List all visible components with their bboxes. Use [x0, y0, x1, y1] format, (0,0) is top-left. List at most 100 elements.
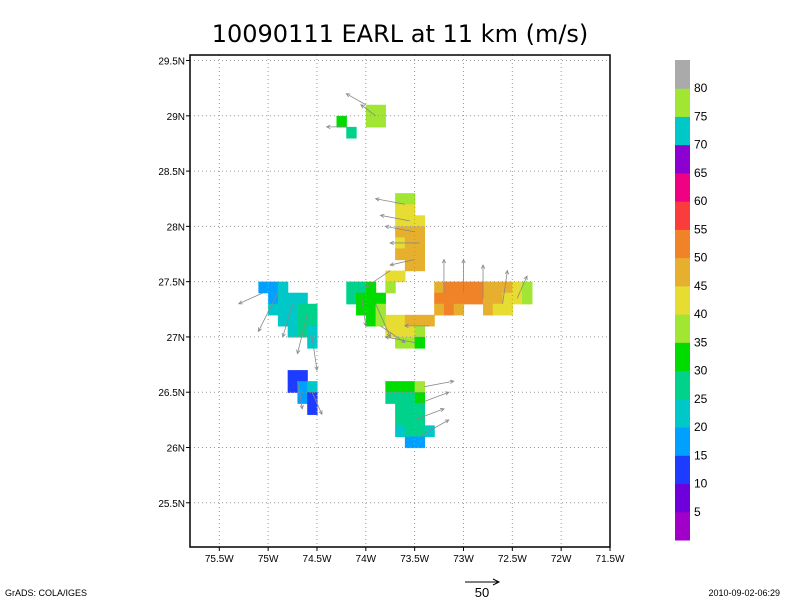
wind-cell-18 — [307, 325, 318, 338]
wind-cell-9 — [287, 303, 299, 316]
wind-cell-94 — [395, 314, 406, 327]
wind-cell-64 — [414, 248, 426, 261]
wind-cell-39 — [365, 292, 377, 305]
wind-cell-105 — [385, 381, 396, 393]
colorbar-swatch-16 — [675, 60, 690, 89]
colorbar-label-8: 45 — [694, 279, 708, 293]
colorbar-swatch-13 — [675, 144, 690, 174]
wind-vector-head-20 — [461, 258, 466, 264]
chart-title: 10090111 EARL at 11 km (m/s) — [212, 20, 589, 48]
wind-cell-73 — [492, 281, 504, 294]
colorbar-swatch-3 — [675, 427, 690, 456]
colorbar-swatch-14 — [675, 116, 690, 146]
wind-cell-6 — [297, 292, 308, 305]
wind-cell-23 — [297, 381, 308, 393]
footer-timestamp: 2010-09-02-06:29 — [708, 588, 780, 598]
y-axis-ticks: 25.5N 26N 26.5N 27N 27.5N 28N 28.5N 29N 29.5N — [158, 57, 190, 510]
wind-cell-21 — [297, 370, 308, 382]
wind-cell-82 — [492, 292, 504, 305]
wind-cell-10 — [297, 303, 308, 316]
wind-vector-6 — [311, 392, 323, 415]
wind-vector-28 — [414, 408, 445, 421]
wind-cell-7 — [268, 303, 279, 316]
wind-cell-83 — [502, 292, 513, 305]
colorbar-swatch-15 — [675, 88, 690, 117]
wind-cell-118 — [414, 414, 426, 426]
y-tick-label-7: 29N — [167, 112, 185, 123]
colorbar-label-7: 40 — [694, 307, 708, 321]
wind-cell-28 — [336, 115, 347, 128]
x-tick-label-4: 73.5W — [400, 554, 429, 565]
colorbar-swatch-8 — [675, 285, 690, 315]
wind-cell-30 — [365, 104, 377, 117]
wind-cell-4 — [277, 292, 289, 305]
colorbar-swatch-9 — [675, 257, 690, 287]
y-tick-label-3: 27N — [167, 333, 185, 344]
colorbar-swatch-10 — [675, 229, 690, 259]
wind-vector-13 — [365, 270, 391, 288]
wind-cell-33 — [375, 115, 386, 128]
wind-vector-1 — [258, 292, 279, 332]
colorbar-label-6: 35 — [694, 335, 708, 349]
colorbar-label-9: 50 — [694, 251, 708, 265]
wind-cell-53 — [395, 215, 406, 227]
wind-vector-head-24 — [403, 323, 409, 328]
wind-cell-79 — [463, 292, 474, 305]
wind-vector-4 — [311, 336, 318, 371]
colorbar-label-1: 10 — [694, 477, 708, 491]
wind-vector-head-28 — [439, 408, 445, 412]
wind-cell-97 — [424, 314, 435, 327]
wind-vector-10 — [360, 292, 367, 326]
wind-cell-88 — [483, 303, 494, 316]
wind-cell-90 — [502, 303, 513, 316]
wind-cell-36 — [365, 281, 377, 294]
wind-vector-head-4 — [314, 366, 319, 371]
wind-vector-8 — [346, 93, 367, 106]
wind-cell-56 — [395, 226, 406, 239]
wind-cell-42 — [365, 303, 377, 316]
wind-cell-52 — [404, 204, 416, 216]
wind-cell-65 — [404, 259, 416, 272]
wind-vector-head-2 — [281, 332, 286, 338]
colorbar-label-11: 60 — [694, 194, 708, 208]
y-tick-label-5: 28N — [167, 222, 185, 233]
wind-cell-78 — [453, 292, 465, 305]
wind-vector-head-8 — [345, 93, 351, 98]
x-tick-label-6: 72.5W — [498, 554, 527, 565]
wind-cell-55 — [414, 215, 426, 227]
wind-cell-67 — [434, 281, 445, 294]
wind-cell-110 — [395, 392, 406, 404]
wind-cell-66 — [414, 259, 426, 272]
wind-cell-77 — [443, 292, 455, 305]
wind-cell-69 — [453, 281, 465, 294]
wind-vector-head-7 — [325, 124, 331, 129]
wind-vector-head-27 — [444, 391, 450, 396]
colorbar-label-5: 30 — [694, 364, 708, 378]
wind-vector-head-11 — [386, 332, 391, 338]
wind-cell-89 — [492, 303, 504, 316]
wind-vector-15 — [380, 214, 410, 222]
colorbar-swatch-1 — [675, 483, 690, 513]
wind-cell-123 — [404, 436, 416, 449]
wind-cell-54 — [404, 215, 416, 227]
reference-vector: 50 — [465, 578, 501, 600]
x-tick-label-0: 75.5W — [205, 554, 234, 565]
y-tick-label-8: 29.5N — [158, 57, 185, 68]
wind-speed-field — [258, 104, 533, 449]
wind-vector-29 — [419, 419, 450, 437]
wind-cell-31 — [375, 104, 386, 117]
wind-cell-29 — [346, 126, 357, 139]
wind-cell-3 — [268, 292, 279, 305]
x-tick-label-5: 73W — [453, 554, 474, 565]
wind-vector-head-13 — [365, 283, 370, 288]
wind-cell-14 — [297, 314, 308, 327]
wind-cell-93 — [385, 314, 396, 327]
footer-credit: GrADS: COLA/IGES — [5, 588, 87, 598]
wind-vector-head-14 — [374, 197, 380, 202]
wind-vector-head-17 — [389, 240, 394, 246]
y-tick-label-1: 26N — [167, 443, 185, 454]
wind-cell-84 — [512, 292, 523, 305]
colorbar-swatch-4 — [675, 398, 690, 428]
grid-lines — [190, 55, 611, 547]
